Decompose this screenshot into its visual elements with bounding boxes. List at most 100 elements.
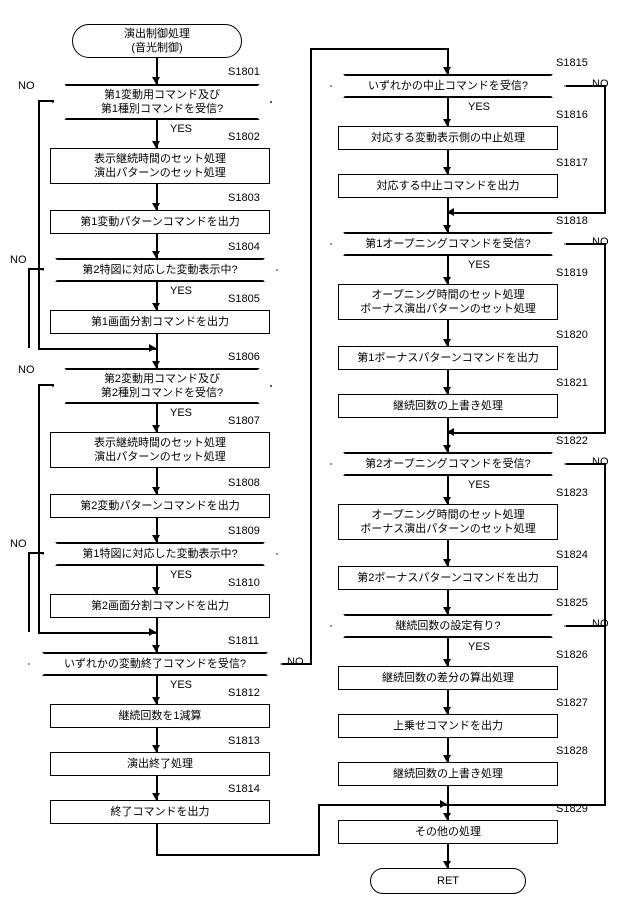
s1823-box: オープニング時間のセット処理 ボーナス演出パターンのセット処理 <box>338 504 558 540</box>
s1826-step: S1826 <box>556 649 588 661</box>
s1801-no: NO <box>18 80 35 92</box>
s1827-text: 上乗せコマンドを出力 <box>393 719 503 733</box>
s1825-step: S1825 <box>556 597 588 609</box>
s1801-yes: YES <box>170 123 192 135</box>
s1818-text: 第1オープニングコマンドを受信? <box>365 237 531 251</box>
s1811-no: NO <box>287 656 304 668</box>
s1826-text: 継続回数の差分の算出処理 <box>382 671 514 685</box>
s1807-box: 表示継続時間のセット処理 演出パターンのセット処理 <box>50 432 270 468</box>
s1802-step: S1802 <box>228 131 260 143</box>
s1811-step: S1811 <box>228 635 259 647</box>
start-title: 演出制御処理 <box>124 27 190 41</box>
s1825-yes: YES <box>468 641 490 653</box>
s1821-box: 継続回数の上書き処理 <box>338 394 558 418</box>
s1826-box: 継続回数の差分の算出処理 <box>338 666 558 690</box>
s1822-yes: YES <box>468 479 490 491</box>
s1803-box: 第1変動パターンコマンドを出力 <box>50 210 270 234</box>
s1825-decision: 継続回数の設定有り? <box>330 614 566 638</box>
s1810-text: 第2画面分割コマンドを出力 <box>91 599 229 613</box>
s1804-yes: YES <box>170 285 192 297</box>
ret-text: RET <box>437 874 459 888</box>
s1805-box: 第1画面分割コマンドを出力 <box>50 310 270 334</box>
s1808-box: 第2変動パターンコマンドを出力 <box>50 494 270 518</box>
s1806-no: NO <box>18 364 35 376</box>
s1817-box: 対応する中止コマンドを出力 <box>338 174 558 198</box>
s1822-decision: 第2オープニングコマンドを受信? <box>330 452 566 476</box>
s1821-step: S1821 <box>556 377 588 389</box>
s1804-decision: 第2特図に対応した変動表示中? <box>42 258 278 282</box>
s1805-text: 第1画面分割コマンドを出力 <box>91 315 229 329</box>
s1827-box: 上乗せコマンドを出力 <box>338 714 558 738</box>
s1828-text: 継続回数の上書き処理 <box>393 767 503 781</box>
s1808-text: 第2変動パターンコマンドを出力 <box>80 499 240 513</box>
s1815-step: S1815 <box>556 57 588 69</box>
s1809-decision: 第1特図に対応した変動表示中? <box>42 542 278 566</box>
s1812-step: S1812 <box>228 687 260 699</box>
s1822-text: 第2オープニングコマンドを受信? <box>365 457 531 471</box>
s1823-text: オープニング時間のセット処理 ボーナス演出パターンのセット処理 <box>360 508 535 537</box>
s1816-step: S1816 <box>556 109 588 121</box>
s1814-text: 終了コマンドを出力 <box>111 805 210 819</box>
s1810-box: 第2画面分割コマンドを出力 <box>50 594 270 618</box>
s1829-box: その他の処理 <box>338 820 558 844</box>
s1810-step: S1810 <box>228 577 260 589</box>
s1819-box: オープニング時間のセット処理 ボーナス演出パターンのセット処理 <box>338 284 558 320</box>
s1815-decision: いずれかの中止コマンドを受信? <box>330 74 566 98</box>
s1828-step: S1828 <box>556 745 588 757</box>
s1813-text: 演出終了処理 <box>127 757 193 771</box>
s1818-yes: YES <box>468 259 490 271</box>
s1811-text: いずれかの変動終了コマンドを受信? <box>64 657 246 671</box>
s1825-text: 継続回数の設定有り? <box>395 619 500 633</box>
s1803-text: 第1変動パターンコマンドを出力 <box>80 215 240 229</box>
s1804-text: 第2特図に対応した変動表示中? <box>82 263 237 277</box>
s1801-step: S1801 <box>228 66 260 78</box>
s1820-step: S1820 <box>556 329 588 341</box>
s1801-text: 第1変動用コマンド及び 第1種別コマンドを受信? <box>101 88 223 117</box>
s1809-text: 第1特図に対応した変動表示中? <box>82 547 237 561</box>
s1824-step: S1824 <box>556 549 588 561</box>
s1816-box: 対応する変動表示側の中止処理 <box>338 126 558 150</box>
s1804-no: NO <box>10 254 27 266</box>
s1813-box: 演出終了処理 <box>50 752 270 776</box>
s1817-text: 対応する中止コマンドを出力 <box>377 179 520 193</box>
s1812-box: 継続回数を1減算 <box>50 704 270 728</box>
s1806-text: 第2変動用コマンド及び 第2種別コマンドを受信? <box>101 372 223 401</box>
s1822-step: S1822 <box>556 435 588 447</box>
s1809-yes: YES <box>170 569 192 581</box>
s1815-text: いずれかの中止コマンドを受信? <box>368 79 528 93</box>
s1820-text: 第1ボーナスパターンコマンドを出力 <box>357 351 539 365</box>
s1811-decision: いずれかの変動終了コマンドを受信? <box>28 652 282 676</box>
s1814-step: S1814 <box>228 783 260 795</box>
s1825-no: NO <box>592 618 609 630</box>
s1822-no: NO <box>592 456 609 468</box>
start-sub: (音光制御) <box>131 41 182 55</box>
s1802-box: 表示継続時間のセット処理 演出パターンのセット処理 <box>50 148 270 184</box>
s1818-step: S1818 <box>556 215 588 227</box>
s1806-step: S1806 <box>228 351 260 363</box>
s1803-step: S1803 <box>228 192 260 204</box>
s1823-step: S1823 <box>556 487 588 499</box>
s1829-text: その他の処理 <box>415 825 481 839</box>
s1805-step: S1805 <box>228 293 260 305</box>
s1815-yes: YES <box>468 101 490 113</box>
s1821-text: 継続回数の上書き処理 <box>393 399 503 413</box>
s1827-step: S1827 <box>556 697 588 709</box>
s1814-box: 終了コマンドを出力 <box>50 800 270 824</box>
s1808-step: S1808 <box>228 477 260 489</box>
s1815-no: NO <box>592 78 609 90</box>
s1807-step: S1807 <box>228 415 260 427</box>
s1812-text: 継続回数を1減算 <box>118 709 201 723</box>
s1811-yes: YES <box>170 679 192 691</box>
s1824-text: 第2ボーナスパターンコマンドを出力 <box>357 571 539 585</box>
s1828-box: 継続回数の上書き処理 <box>338 762 558 786</box>
s1813-step: S1813 <box>228 735 260 747</box>
s1819-text: オープニング時間のセット処理 ボーナス演出パターンのセット処理 <box>360 288 535 317</box>
s1802-text: 表示継続時間のセット処理 演出パターンのセット処理 <box>94 152 226 181</box>
s1801-decision: 第1変動用コマンド及び 第1種別コマンドを受信? <box>52 84 272 120</box>
s1824-box: 第2ボーナスパターンコマンドを出力 <box>338 566 558 590</box>
s1804-step: S1804 <box>228 241 260 253</box>
s1817-step: S1817 <box>556 157 588 169</box>
s1818-no: NO <box>592 236 609 248</box>
s1809-no: NO <box>10 538 27 550</box>
start-terminal: 演出制御処理 (音光制御) <box>72 24 242 58</box>
